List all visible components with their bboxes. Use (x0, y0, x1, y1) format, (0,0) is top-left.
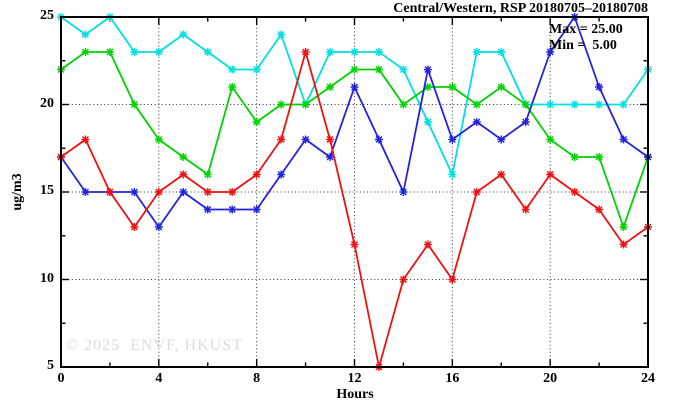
y-tick-label: 15 (40, 183, 54, 198)
x-tick-label: 20 (543, 371, 558, 386)
x-tick-label: 24 (641, 371, 655, 386)
x-tick-label: 4 (155, 371, 163, 386)
y-tick-label: 20 (40, 95, 54, 111)
y-tick-label: 10 (40, 270, 54, 286)
x-tick-label: 16 (445, 371, 460, 386)
x-tick-label: 12 (347, 371, 362, 386)
max-value-label: Max = 25.00 (549, 22, 623, 37)
y-tick-label: 5 (47, 358, 54, 373)
plot-border (60, 16, 649, 368)
min-value-label: Min = 5.00 (549, 38, 617, 53)
x-axis-label: Hours (336, 387, 374, 402)
x-tick-label: 0 (57, 371, 65, 386)
y-tick-label: 25 (40, 8, 54, 23)
x-tick-label: 8 (253, 371, 261, 386)
stats-annotation: Max = 25.00 Min = 5.00 (549, 22, 623, 54)
chart-title: Central/Western, RSP 20180705–20180708 (393, 1, 648, 16)
watermark: © 2025 ENVF, HKUST (66, 337, 243, 354)
